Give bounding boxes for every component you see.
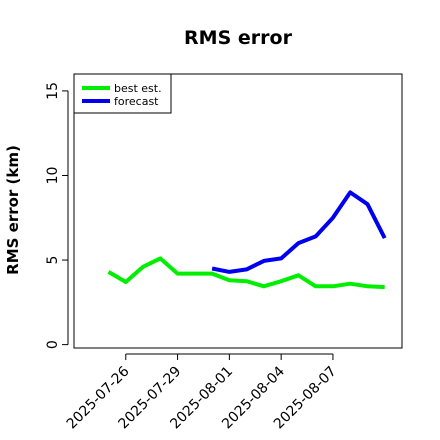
legend-label-forecast: forecast <box>114 95 159 108</box>
y-tick-label: 15 <box>45 82 61 100</box>
series-line-best-est <box>107 256 385 290</box>
x-axis: 2025-07-262025-07-292025-08-012025-08-04… <box>64 353 340 432</box>
legend-label-best-est: best est. <box>114 82 162 95</box>
series-line-forecast <box>211 190 387 274</box>
legend: best est. forecast <box>73 73 172 114</box>
y-tick-label: 10 <box>45 167 61 185</box>
y-tick-label: 5 <box>45 256 61 265</box>
y-tick-label: 0 <box>45 340 61 349</box>
legend-box <box>73 73 172 114</box>
plot-area-frame <box>73 73 403 349</box>
series-layer <box>107 190 387 290</box>
y-axis: 0 5 10 15 <box>45 82 69 349</box>
chart-title: RMS error <box>184 27 293 49</box>
y-axis-label: RMS error (km) <box>4 145 22 275</box>
